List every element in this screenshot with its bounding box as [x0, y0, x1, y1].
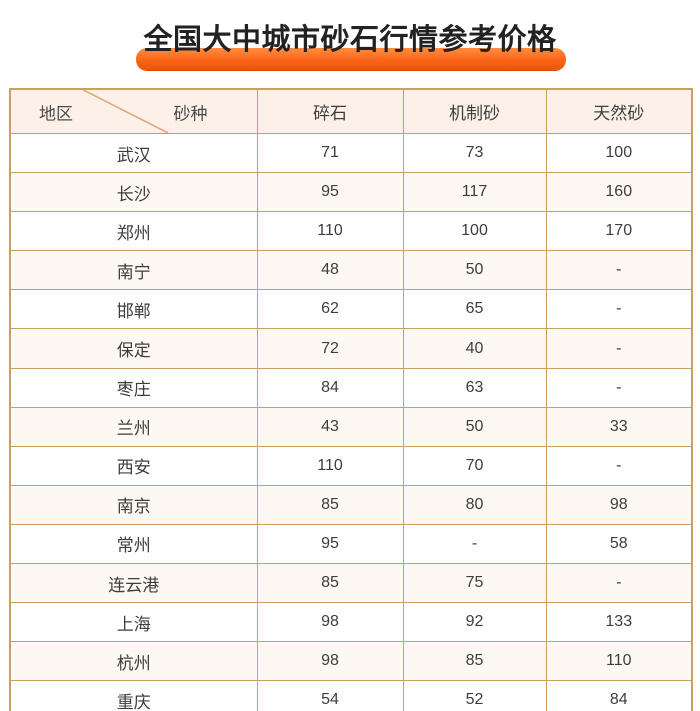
machine-sand-value-cell: 92 [402, 602, 547, 643]
machine-sand-value-cell: 50 [402, 406, 547, 447]
price-table: 地区 砂种 碎石 机制砂 天然砂 武汉 71 73 100 长沙 95 117 … [9, 88, 693, 711]
machine-sand-value-cell: 117 [402, 172, 547, 213]
table-row: 邯郸 62 65 - [9, 289, 693, 330]
city-cell: 郑州 [9, 211, 258, 252]
table-row: 保定 72 40 - [9, 328, 693, 369]
machine-sand-value-cell: - [402, 523, 547, 565]
city-cell: 兰州 [9, 406, 258, 447]
table-row: 重庆 54 52 84 [9, 680, 693, 711]
crushed-stone-value-cell: 85 [256, 484, 404, 525]
column-header-machine-sand: 机制砂 [402, 88, 547, 134]
natural-sand-value-cell: 33 [545, 406, 693, 447]
natural-sand-value-cell: 58 [545, 523, 693, 565]
machine-sand-value-cell: 75 [402, 563, 547, 604]
natural-sand-value-cell: - [545, 367, 693, 408]
diagonal-divider [11, 90, 257, 133]
machine-sand-value-cell: 100 [402, 211, 547, 252]
machine-sand-value-cell: 80 [402, 484, 547, 525]
table-body: 武汉 71 73 100 长沙 95 117 160 郑州 110 100 17… [9, 132, 693, 711]
col-axis-label: 砂种 [173, 104, 208, 123]
table-row: 南京 85 80 98 [9, 484, 693, 525]
crushed-stone-value-cell: 43 [256, 406, 404, 447]
natural-sand-value-cell: 100 [545, 132, 693, 174]
table-row: 长沙 95 117 160 [9, 172, 693, 213]
crushed-stone-value-cell: 110 [256, 445, 404, 486]
page-title: 全国大中城市砂石行情参考价格 [136, 18, 566, 70]
corner-header-cell: 地区 砂种 [9, 88, 258, 134]
city-cell: 枣庄 [9, 367, 258, 408]
city-cell: 杭州 [9, 641, 258, 682]
machine-sand-value-cell: 50 [402, 250, 547, 291]
crushed-stone-value-cell: 84 [256, 367, 404, 408]
header-row: 地区 砂种 碎石 机制砂 天然砂 [9, 88, 693, 134]
crushed-stone-value-cell: 54 [256, 680, 404, 711]
crushed-stone-value-cell: 98 [256, 641, 404, 682]
crushed-stone-value-cell: 95 [256, 523, 404, 565]
crushed-stone-value-cell: 110 [256, 211, 404, 252]
table-row: 西安 110 70 - [9, 445, 693, 486]
city-cell: 武汉 [9, 132, 258, 174]
machine-sand-value-cell: 40 [402, 328, 547, 369]
machine-sand-value-cell: 65 [402, 289, 547, 330]
natural-sand-value-cell: - [545, 445, 693, 486]
table-row: 连云港 85 75 - [9, 563, 693, 604]
city-cell: 南宁 [9, 250, 258, 291]
page-title-text: 全国大中城市砂石行情参考价格 [143, 24, 557, 56]
crushed-stone-value-cell: 95 [256, 172, 404, 213]
crushed-stone-value-cell: 48 [256, 250, 404, 291]
city-cell: 邯郸 [9, 289, 258, 330]
crushed-stone-value-cell: 85 [256, 563, 404, 604]
natural-sand-value-cell: 110 [545, 641, 693, 682]
table-row: 武汉 71 73 100 [9, 132, 693, 174]
machine-sand-value-cell: 70 [402, 445, 547, 486]
crushed-stone-value-cell: 71 [256, 132, 404, 174]
natural-sand-value-cell: - [545, 328, 693, 369]
table-row: 枣庄 84 63 - [9, 367, 693, 408]
city-cell: 常州 [9, 523, 258, 565]
table-row: 郑州 110 100 170 [9, 211, 693, 252]
row-axis-label: 地区 [39, 104, 73, 123]
natural-sand-value-cell: 160 [545, 172, 693, 213]
column-header-natural-sand: 天然砂 [545, 88, 693, 134]
natural-sand-value-cell: 84 [545, 680, 693, 711]
city-cell: 上海 [9, 602, 258, 643]
table-header: 地区 砂种 碎石 机制砂 天然砂 [9, 88, 693, 134]
city-cell: 长沙 [9, 172, 258, 213]
crushed-stone-value-cell: 72 [256, 328, 404, 369]
table-row: 兰州 43 50 33 [9, 406, 693, 447]
column-header-crushed-stone: 碎石 [256, 88, 404, 134]
table-row: 杭州 98 85 110 [9, 641, 693, 682]
table-row: 常州 95 - 58 [9, 523, 693, 565]
city-cell: 连云港 [9, 563, 258, 604]
crushed-stone-value-cell: 62 [256, 289, 404, 330]
natural-sand-value-cell: 170 [545, 211, 693, 252]
machine-sand-value-cell: 85 [402, 641, 547, 682]
table-row: 南宁 48 50 - [9, 250, 693, 291]
city-cell: 保定 [9, 328, 258, 369]
natural-sand-value-cell: - [545, 250, 693, 291]
natural-sand-value-cell: 133 [545, 602, 693, 643]
machine-sand-value-cell: 52 [402, 680, 547, 711]
natural-sand-value-cell: - [545, 563, 693, 604]
machine-sand-value-cell: 63 [402, 367, 547, 408]
city-cell: 南京 [9, 484, 258, 525]
city-cell: 重庆 [9, 680, 258, 711]
title-highlight-bar [136, 48, 566, 70]
city-cell: 西安 [9, 445, 258, 486]
machine-sand-value-cell: 73 [402, 132, 547, 174]
page-header: 全国大中城市砂石行情参考价格 [0, 18, 700, 70]
natural-sand-value-cell: 98 [545, 484, 693, 525]
crushed-stone-value-cell: 98 [256, 602, 404, 643]
natural-sand-value-cell: - [545, 289, 693, 330]
table-row: 上海 98 92 133 [9, 602, 693, 643]
